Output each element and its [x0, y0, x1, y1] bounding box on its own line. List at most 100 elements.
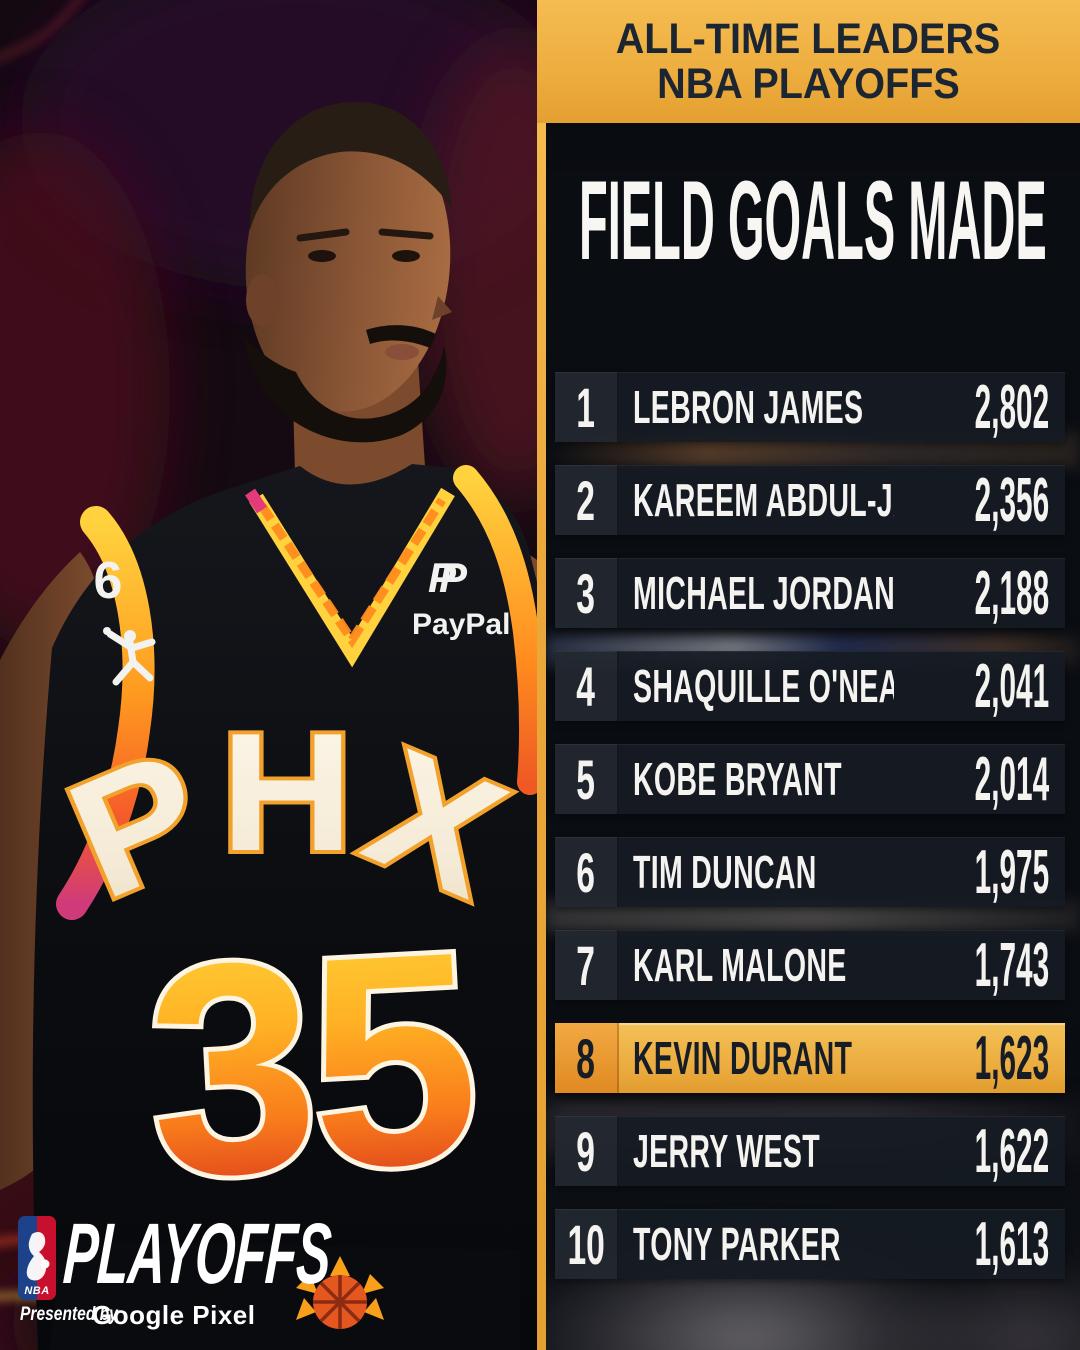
player-beard: [244, 336, 447, 443]
table-row: 9 JERRY WEST 1,622: [555, 1116, 1065, 1186]
row-rank-text: 1: [576, 375, 596, 439]
row-rank: 5: [555, 744, 619, 814]
row-value: 2,356: [894, 465, 1065, 535]
row-rank-text: 10: [567, 1212, 605, 1276]
row-player: LEBRON JAMES: [619, 372, 894, 442]
row-rank-text: 7: [576, 933, 596, 997]
playoffs-wordmark: PLAYOFFS: [60, 1206, 334, 1302]
row-rank: 4: [555, 651, 619, 721]
header-line2: NBA PLAYOFFS: [657, 59, 960, 108]
row-value-text: 1,975: [974, 837, 1049, 907]
row-value-text: 1,622: [974, 1116, 1049, 1186]
player-illustration: 6 PP PayPal: [0, 0, 540, 1350]
player-head: [244, 101, 452, 443]
row-player: JERRY WEST: [619, 1116, 894, 1186]
row-rank-text: 4: [576, 654, 596, 718]
row-rank-text: 5: [576, 747, 596, 811]
table-row: 8 KEVIN DURANT 1,623: [555, 1023, 1065, 1093]
leaderboard-panel: FIELD GOALS MADE 1 LEBRON JAMES 2,802 2 KARE…: [546, 0, 1080, 1350]
row-value-text: 2,188: [974, 558, 1049, 628]
row-rank-text: 2: [576, 468, 596, 532]
row-player-text: KOBE BRYANT: [633, 753, 842, 805]
header-line1: ALL-TIME LEADERS: [616, 14, 1001, 63]
row-player-text: TONY PARKER: [633, 1218, 841, 1270]
player-photo: 6 PP PayPal: [0, 0, 540, 1350]
jersey: [32, 464, 537, 1350]
row-value: 1,743: [894, 930, 1065, 1000]
player-hair: [249, 101, 452, 231]
row-value-text: 2,014: [974, 744, 1049, 814]
row-player: KEVIN DURANT: [619, 1023, 894, 1093]
row-value: 1,623: [894, 1023, 1065, 1093]
row-value-text: 2,041: [974, 651, 1049, 721]
row-value-text: 2,802: [974, 372, 1049, 442]
row-value: 1,975: [894, 837, 1065, 907]
row-player-text: KARL MALONE: [633, 939, 847, 991]
jersey-armhole-trim-right: [453, 465, 540, 795]
table-row: 6 TIM DUNCAN 1,975: [555, 837, 1065, 907]
table-row: 3 MICHAEL JORDAN 2,188: [555, 558, 1065, 628]
suns-sunburst-icon: [296, 1256, 384, 1329]
row-rank: 8: [555, 1023, 619, 1093]
row-rank: 1: [555, 372, 619, 442]
row-value: 1,622: [894, 1116, 1065, 1186]
row-player-text: KEVIN DURANT: [633, 1032, 853, 1084]
row-value: 2,041: [894, 651, 1065, 721]
row-rank: 3: [555, 558, 619, 628]
row-value-text: 2,356: [974, 465, 1049, 535]
table-row: 2 KAREEM ABDUL-JABBAR 2,356: [555, 465, 1065, 535]
row-rank-text: 9: [576, 1119, 596, 1183]
player-ear: [246, 274, 278, 326]
google-pixel-wordmark: Google Pixel: [92, 1300, 256, 1330]
row-player: KAREEM ABDUL-JABBAR: [619, 465, 894, 535]
row-player: SHAQUILLE O'NEAL: [619, 651, 894, 721]
row-player-text: SHAQUILLE O'NEAL: [633, 660, 894, 712]
row-player: MICHAEL JORDAN: [619, 558, 894, 628]
nba-silhouette: [26, 1231, 47, 1281]
row-value: 2,188: [894, 558, 1065, 628]
row-player: KOBE BRYANT: [619, 744, 894, 814]
row-rank-text: 3: [576, 561, 596, 625]
row-rank: 10: [555, 1209, 619, 1279]
nba-logo-text: NBA: [24, 1285, 50, 1297]
row-player-text: LEBRON JAMES: [633, 381, 864, 433]
panel-header: ALL-TIME LEADERS NBA PLAYOFFS: [537, 0, 1080, 123]
table-row: 1 LEBRON JAMES 2,802: [555, 372, 1065, 442]
row-value-text: 1,613: [974, 1209, 1049, 1279]
nba-playoffs-lockup: NBA PLAYOFFS Presented by Google Pixel: [18, 1206, 518, 1338]
row-player: TIM DUNCAN: [619, 837, 894, 907]
table-row: 10 TONY PARKER 1,613: [555, 1209, 1065, 1279]
row-rank: 6: [555, 837, 619, 907]
row-value-text: 1,743: [974, 930, 1049, 1000]
shoulder-number-patch: 6: [94, 552, 123, 610]
stat-title: FIELD GOALS MADE: [546, 158, 1080, 283]
jersey-number: 35: [141, 888, 480, 1240]
row-rank: 2: [555, 465, 619, 535]
paypal-wordmark: PayPal: [412, 608, 510, 641]
row-player-text: KAREEM ABDUL-JABBAR: [633, 474, 894, 526]
row-rank: 7: [555, 930, 619, 1000]
row-player-text: TIM DUNCAN: [633, 846, 817, 898]
presented-by-label: Presented by: [20, 1304, 118, 1325]
row-player: KARL MALONE: [619, 930, 894, 1000]
row-value-text: 1,623: [974, 1023, 1049, 1093]
nba-logo: NBA: [18, 1216, 56, 1300]
jersey-armhole-trim-left: [56, 506, 155, 920]
gold-divider: [537, 0, 546, 1350]
table-row: 7 KARL MALONE 1,743: [555, 930, 1065, 1000]
row-value: 1,613: [894, 1209, 1065, 1279]
table-row: 4 SHAQUILLE O'NEAL 2,041: [555, 651, 1065, 721]
row-rank-text: 6: [576, 840, 596, 904]
row-value: 2,014: [894, 744, 1065, 814]
shorts: [50, 1240, 520, 1350]
stat-title-text: FIELD GOALS MADE: [579, 157, 1047, 283]
row-value: 2,802: [894, 372, 1065, 442]
table-row: 5 KOBE BRYANT 2,014: [555, 744, 1065, 814]
row-rank-text: 8: [576, 1026, 596, 1090]
row-rank: 9: [555, 1116, 619, 1186]
row-player: TONY PARKER: [619, 1209, 894, 1279]
row-player-text: JERRY WEST: [633, 1125, 820, 1177]
jumpman-icon: [103, 627, 156, 686]
row-player-text: MICHAEL JORDAN: [633, 567, 894, 619]
